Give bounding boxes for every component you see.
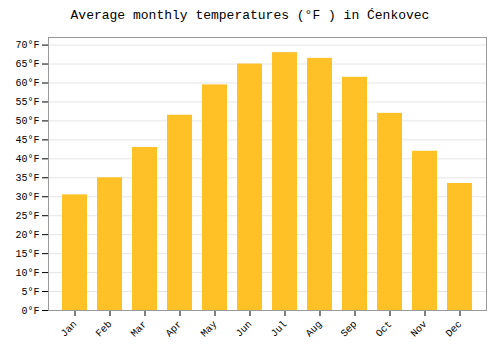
svg-text:65°F: 65°F — [15, 59, 39, 70]
svg-text:Nov: Nov — [409, 319, 430, 340]
svg-text:10°F: 10°F — [15, 268, 39, 279]
svg-text:Dec: Dec — [444, 319, 465, 340]
svg-text:20°F: 20°F — [15, 230, 39, 241]
svg-text:45°F: 45°F — [15, 135, 39, 146]
svg-text:May: May — [199, 319, 220, 340]
svg-text:55°F: 55°F — [15, 97, 39, 108]
svg-text:0°F: 0°F — [21, 306, 39, 317]
svg-text:30°F: 30°F — [15, 192, 39, 203]
svg-text:15°F: 15°F — [15, 249, 39, 260]
html-text:Average monthly temperatures (: Average monthly temperatures (°F ) in Će… — [70, 8, 430, 23]
svg-text:40°F: 40°F — [15, 154, 39, 165]
svg-text:Oct: Oct — [374, 319, 395, 340]
svg-text:Jan: Jan — [59, 319, 80, 340]
svg-text:50°F: 50°F — [15, 116, 39, 127]
svg-text:Jul: Jul — [269, 319, 290, 340]
svg-text:Jun: Jun — [234, 319, 255, 340]
svg-text:Mar: Mar — [129, 319, 150, 340]
svg-text:25°F: 25°F — [15, 211, 39, 222]
svg-text:5°F: 5°F — [21, 287, 39, 298]
svg-text:Sep: Sep — [339, 319, 360, 340]
svg-text:Feb: Feb — [94, 319, 115, 340]
svg-text:60°F: 60°F — [15, 78, 39, 89]
svg-text:Apr: Apr — [164, 319, 185, 340]
svg-text:35°F: 35°F — [15, 173, 39, 184]
svg-text:70°F: 70°F — [15, 40, 39, 51]
svg-text:Aug: Aug — [304, 319, 325, 340]
